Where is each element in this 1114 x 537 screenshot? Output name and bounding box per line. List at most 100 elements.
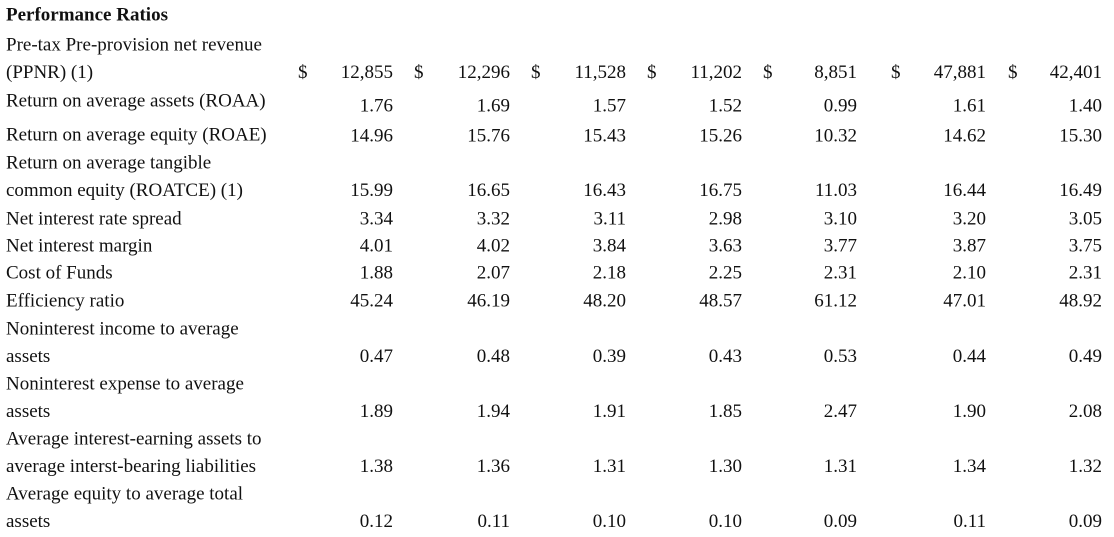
cell-value: 12,296 bbox=[458, 62, 510, 83]
currency-symbol: $ bbox=[763, 62, 773, 83]
cell-value: 11,528 bbox=[574, 62, 626, 83]
cell-value: 1.40 bbox=[1069, 95, 1102, 116]
row-label: Return on average assets (ROAA) bbox=[6, 90, 266, 111]
cell-value: 1.76 bbox=[360, 95, 393, 116]
cell-value: 0.49 bbox=[1069, 346, 1102, 367]
cell-value: 0.99 bbox=[824, 95, 857, 116]
row-label: Cost of Funds bbox=[6, 262, 113, 283]
cell-value: 1.94 bbox=[477, 401, 511, 422]
cell-value: 11,202 bbox=[690, 62, 742, 83]
cell-value: 2.25 bbox=[709, 262, 742, 283]
cell-value: 4.02 bbox=[477, 235, 510, 256]
cell-value: 1.88 bbox=[360, 262, 393, 283]
cell-value: 1.57 bbox=[593, 95, 626, 116]
cell-value: 1.30 bbox=[709, 456, 742, 477]
cell-value: 1.61 bbox=[953, 95, 986, 116]
cell-value: 15.76 bbox=[467, 125, 510, 146]
cell-value: 0.12 bbox=[360, 511, 393, 532]
cell-value: 3.11 bbox=[593, 208, 626, 229]
cell-value: 3.34 bbox=[360, 208, 394, 229]
cell-value: 1.52 bbox=[709, 95, 742, 116]
cell-value: 14.96 bbox=[350, 125, 393, 146]
cell-value: 2.47 bbox=[824, 401, 857, 422]
currency-symbol: $ bbox=[298, 62, 308, 83]
table-title: Performance Ratios bbox=[6, 4, 168, 25]
row-label: Return on average tangible bbox=[6, 152, 211, 173]
cell-value: 3.20 bbox=[953, 208, 986, 229]
cell-value: 3.32 bbox=[477, 208, 510, 229]
currency-symbol: $ bbox=[414, 62, 424, 83]
row-label: Pre-tax Pre-provision net revenue bbox=[6, 34, 262, 55]
row-label: assets bbox=[6, 401, 50, 422]
cell-value: 11.03 bbox=[815, 180, 857, 201]
cell-value: 2.18 bbox=[593, 262, 626, 283]
cell-value: 1.89 bbox=[360, 401, 393, 422]
cell-value: 46.19 bbox=[467, 290, 510, 311]
cell-value: 15.43 bbox=[583, 125, 626, 146]
cell-value: 0.44 bbox=[953, 346, 987, 367]
cell-value: 1.85 bbox=[709, 401, 742, 422]
cell-value: 3.63 bbox=[709, 235, 742, 256]
cell-value: 0.10 bbox=[709, 511, 742, 532]
currency-symbol: $ bbox=[891, 62, 901, 83]
cell-value: 1.34 bbox=[953, 456, 987, 477]
cell-value: 3.75 bbox=[1069, 235, 1102, 256]
row-label: Noninterest expense to average bbox=[6, 373, 244, 394]
row-label: assets bbox=[6, 346, 50, 367]
cell-value: 2.98 bbox=[709, 208, 742, 229]
row-label: Average equity to average total bbox=[6, 483, 243, 504]
cell-value: 16.44 bbox=[943, 180, 986, 201]
cell-value: 4.01 bbox=[360, 235, 393, 256]
row-label: Average interest-earning assets to bbox=[6, 428, 262, 449]
cell-value: 10.32 bbox=[814, 125, 857, 146]
row-label: common equity (ROATCE) (1) bbox=[6, 180, 243, 201]
row-label: average interst-bearing liabilities bbox=[6, 456, 256, 477]
currency-symbol: $ bbox=[1008, 62, 1018, 83]
cell-value: 3.87 bbox=[953, 235, 986, 256]
cell-value: 61.12 bbox=[814, 290, 857, 311]
cell-value: 1.90 bbox=[953, 401, 986, 422]
cell-value: 1.32 bbox=[1069, 456, 1102, 477]
cell-value: 15.99 bbox=[350, 180, 393, 201]
cell-value: 48.57 bbox=[699, 290, 742, 311]
cell-value: 8,851 bbox=[814, 62, 857, 83]
cell-value: 47,881 bbox=[934, 62, 986, 83]
cell-value: 3.05 bbox=[1069, 208, 1102, 229]
cell-value: 1.31 bbox=[593, 456, 626, 477]
cell-value: 42,401 bbox=[1050, 62, 1102, 83]
cell-value: 0.09 bbox=[1069, 511, 1102, 532]
row-label: Net interest rate spread bbox=[6, 208, 182, 229]
cell-value: 16.43 bbox=[583, 180, 626, 201]
cell-value: 3.84 bbox=[593, 235, 627, 256]
row-label: Efficiency ratio bbox=[6, 290, 124, 311]
cell-value: 0.09 bbox=[824, 511, 857, 532]
cell-value: 47.01 bbox=[943, 290, 986, 311]
row-label: Noninterest income to average bbox=[6, 318, 239, 339]
cell-value: 1.38 bbox=[360, 456, 393, 477]
cell-value: 1.31 bbox=[824, 456, 857, 477]
cell-value: 0.10 bbox=[593, 511, 626, 532]
cell-value: 3.77 bbox=[824, 235, 857, 256]
cell-value: 1.91 bbox=[593, 401, 626, 422]
cell-value: 2.10 bbox=[953, 262, 986, 283]
cell-value: 14.62 bbox=[943, 125, 986, 146]
currency-symbol: $ bbox=[531, 62, 541, 83]
cell-value: 16.65 bbox=[467, 180, 510, 201]
cell-value: 2.31 bbox=[824, 262, 857, 283]
row-label: Return on average equity (ROAE) bbox=[6, 124, 267, 145]
cell-value: 48.20 bbox=[583, 290, 626, 311]
cell-value: 2.31 bbox=[1069, 262, 1102, 283]
cell-value: 0.11 bbox=[477, 511, 510, 532]
row-label: (PPNR) (1) bbox=[6, 62, 93, 83]
cell-value: 12,855 bbox=[341, 62, 393, 83]
currency-symbol: $ bbox=[647, 62, 657, 83]
row-label: assets bbox=[6, 511, 50, 532]
cell-value: 16.49 bbox=[1059, 180, 1102, 201]
cell-value: 0.43 bbox=[709, 346, 742, 367]
cell-value: 16.75 bbox=[699, 180, 742, 201]
cell-value: 0.47 bbox=[360, 346, 393, 367]
cell-value: 2.08 bbox=[1069, 401, 1102, 422]
cell-value: 15.30 bbox=[1059, 125, 1102, 146]
cell-value: 45.24 bbox=[350, 290, 393, 311]
cell-value: 0.53 bbox=[824, 346, 857, 367]
